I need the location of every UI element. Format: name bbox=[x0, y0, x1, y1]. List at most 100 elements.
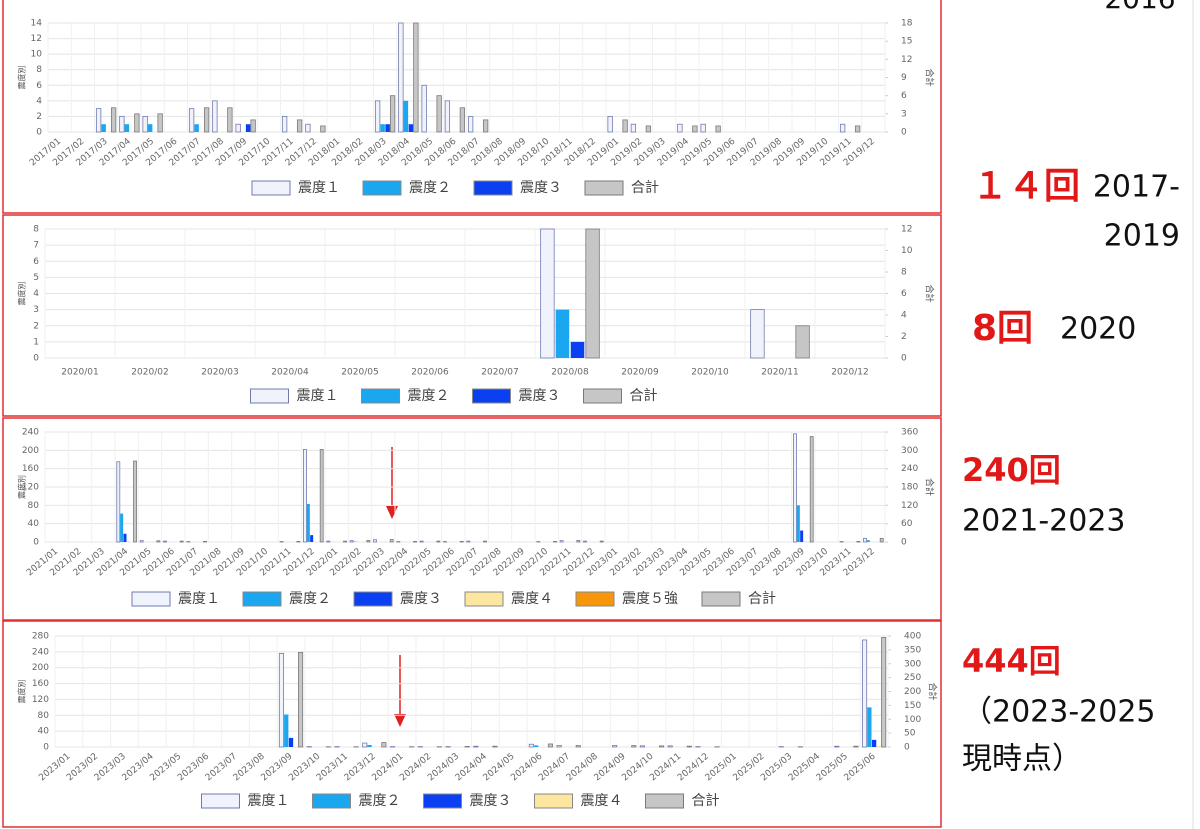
bar bbox=[631, 745, 637, 748]
bar bbox=[800, 530, 804, 542]
y-tick-label: 2 bbox=[33, 321, 39, 331]
y-tick-label: 8 bbox=[36, 65, 42, 75]
bar bbox=[630, 123, 637, 133]
bar bbox=[278, 653, 285, 748]
y-tick-label: 0 bbox=[33, 538, 39, 548]
y2-tick-label: 0 bbox=[901, 128, 907, 138]
y-tick-label: 12 bbox=[31, 34, 42, 44]
bar bbox=[284, 714, 289, 747]
bar bbox=[881, 636, 887, 748]
bar bbox=[555, 309, 570, 358]
bar bbox=[459, 107, 466, 133]
legend-label: 震度１ bbox=[297, 388, 339, 404]
bar bbox=[575, 745, 581, 748]
y-tick-label: 200 bbox=[22, 446, 39, 456]
y-tick-label: 120 bbox=[22, 483, 39, 493]
bar bbox=[310, 535, 314, 542]
legend-swatch bbox=[534, 793, 573, 809]
note-period: 2019 bbox=[1104, 219, 1180, 254]
legend-swatch bbox=[472, 388, 511, 404]
bar bbox=[607, 116, 613, 133]
legend-swatch bbox=[473, 180, 513, 196]
y-tick-label: 80 bbox=[28, 501, 40, 511]
x-tick-label: 2020/02 bbox=[131, 368, 168, 378]
legend-swatch bbox=[583, 388, 622, 404]
note-period: （2023-2025 bbox=[962, 695, 1156, 730]
bar bbox=[235, 123, 241, 133]
y-tick-label: 200 bbox=[32, 663, 49, 673]
x-tick-label: 2020/12 bbox=[831, 368, 868, 378]
panel-border bbox=[2, 620, 942, 828]
side-area bbox=[944, 0, 1200, 829]
legend-label: 合計 bbox=[692, 793, 720, 809]
bar bbox=[123, 533, 127, 542]
bar bbox=[866, 540, 870, 542]
bar bbox=[343, 540, 347, 543]
y2-tick-label: 300 bbox=[901, 446, 918, 456]
y-tick-label: 0 bbox=[33, 354, 39, 364]
legend-label: 震度２ bbox=[409, 180, 451, 196]
x-tick-label: 2020/07 bbox=[481, 368, 518, 378]
y-tick-label: 8 bbox=[33, 225, 39, 235]
bar bbox=[124, 124, 130, 132]
y2-axis-title: 合計 bbox=[924, 284, 936, 302]
bar bbox=[319, 449, 324, 543]
note-count: １４回 bbox=[972, 166, 1080, 207]
legend-swatch bbox=[575, 591, 615, 607]
y2-tick-label: 0 bbox=[904, 743, 910, 753]
bar bbox=[250, 119, 256, 133]
legend-label: 震度２ bbox=[289, 591, 331, 607]
bar bbox=[389, 95, 396, 133]
x-tick-label: 2020/01 bbox=[61, 368, 98, 378]
legend-label: 震度３ bbox=[520, 180, 562, 196]
legend-label: 震度５強 bbox=[622, 591, 678, 607]
y-tick-label: 0 bbox=[43, 743, 49, 753]
legend-label: 震度４ bbox=[511, 591, 553, 607]
legend-swatch bbox=[312, 793, 351, 809]
bar bbox=[556, 745, 562, 748]
bar bbox=[700, 123, 706, 133]
bar bbox=[492, 745, 498, 748]
bar bbox=[245, 124, 251, 132]
y2-axis-title: 合計 bbox=[927, 682, 939, 700]
y-tick-label: 1 bbox=[33, 337, 39, 347]
y2-tick-label: 100 bbox=[904, 715, 921, 725]
bar bbox=[362, 742, 368, 748]
bar bbox=[142, 116, 148, 133]
y-axis-title: 震度別 bbox=[17, 66, 27, 90]
y-tick-label: 4 bbox=[33, 289, 39, 299]
legend-swatch bbox=[362, 180, 402, 196]
legend-swatch bbox=[250, 388, 289, 404]
bar bbox=[203, 107, 210, 133]
y2-tick-label: 18 bbox=[901, 19, 913, 29]
legend-label: 震度１ bbox=[248, 793, 290, 809]
legend-swatch bbox=[464, 591, 504, 607]
y2-tick-label: 300 bbox=[904, 659, 921, 669]
bar bbox=[389, 539, 394, 543]
bar bbox=[163, 540, 167, 543]
bar bbox=[585, 228, 600, 359]
note-period: 現時点） bbox=[962, 742, 1082, 777]
bar bbox=[795, 325, 810, 359]
x-tick-label: 2020/03 bbox=[201, 368, 238, 378]
y-tick-label: 7 bbox=[33, 241, 39, 251]
bar bbox=[576, 540, 581, 543]
bar bbox=[303, 449, 307, 543]
bar bbox=[367, 745, 372, 747]
panel-border bbox=[2, 0, 942, 214]
y-tick-label: 280 bbox=[32, 632, 49, 642]
bar bbox=[686, 745, 692, 748]
legend-label: 震度２ bbox=[359, 793, 401, 809]
bar bbox=[482, 119, 489, 133]
bar bbox=[133, 460, 137, 543]
bar bbox=[692, 125, 698, 133]
panel-border bbox=[2, 214, 942, 417]
y2-tick-label: 12 bbox=[901, 225, 912, 235]
bar bbox=[134, 113, 140, 133]
y2-tick-label: 360 bbox=[901, 428, 918, 438]
x-tick-label: 2020/11 bbox=[761, 368, 798, 378]
note-period: 2021-2023 bbox=[962, 504, 1126, 539]
bar bbox=[867, 707, 872, 747]
bar bbox=[715, 125, 721, 133]
y-tick-label: 6 bbox=[33, 257, 39, 267]
